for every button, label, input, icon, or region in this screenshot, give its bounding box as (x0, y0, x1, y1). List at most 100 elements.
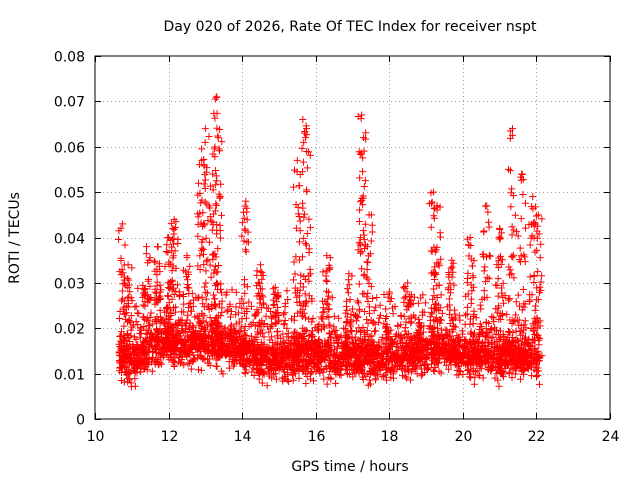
data-point (520, 321, 528, 329)
data-point (296, 286, 304, 294)
data-point (254, 355, 262, 363)
data-point (169, 240, 177, 248)
data-point (175, 337, 183, 345)
data-point (256, 329, 264, 337)
data-point (240, 360, 248, 368)
data-point (194, 366, 202, 374)
data-point (305, 315, 313, 323)
data-point (467, 299, 475, 307)
data-point (218, 336, 226, 344)
data-point (469, 262, 477, 270)
data-point (209, 338, 217, 346)
data-point (257, 261, 265, 269)
data-point (398, 338, 406, 346)
data-point (484, 208, 492, 216)
data-point (392, 342, 400, 350)
data-point (194, 179, 202, 187)
data-point (385, 288, 393, 296)
data-point (215, 261, 223, 269)
data-point (521, 224, 529, 232)
data-point (175, 288, 183, 296)
data-point (289, 353, 297, 361)
data-point (346, 320, 354, 328)
data-point (358, 111, 366, 119)
data-point (535, 341, 543, 349)
data-point (326, 329, 334, 337)
data-point (134, 284, 142, 292)
data-point (280, 368, 288, 376)
data-point (302, 134, 310, 142)
data-point (347, 351, 355, 359)
data-point (449, 315, 457, 323)
data-point (194, 213, 202, 221)
data-point (505, 165, 513, 173)
data-point (118, 287, 126, 295)
data-point (278, 344, 286, 352)
data-point (499, 311, 507, 319)
data-point (303, 125, 311, 133)
data-point (262, 346, 270, 354)
data-point (403, 288, 411, 296)
data-point (467, 281, 475, 289)
data-point (538, 352, 546, 360)
data-point (360, 358, 368, 366)
data-point (174, 338, 182, 346)
data-point (197, 353, 205, 361)
data-point (260, 333, 268, 341)
data-point (521, 199, 529, 207)
data-point (531, 357, 539, 365)
data-point (355, 337, 363, 345)
data-point (362, 372, 370, 380)
data-point (169, 304, 177, 312)
data-point (303, 164, 311, 172)
data-point (312, 368, 320, 376)
data-point (249, 364, 257, 372)
data-point (394, 362, 402, 370)
data-point (462, 311, 470, 319)
data-point (267, 308, 275, 316)
data-point (300, 272, 308, 280)
data-point (346, 359, 354, 367)
data-point (222, 349, 230, 357)
data-point (299, 329, 307, 337)
data-point (183, 316, 191, 324)
data-point (400, 294, 408, 302)
data-point (358, 265, 366, 273)
data-point (427, 247, 435, 255)
data-point (357, 344, 365, 352)
data-point (302, 239, 310, 247)
data-point (408, 333, 416, 341)
data-point (119, 220, 127, 228)
data-point (319, 304, 327, 312)
data-point (116, 332, 124, 340)
grid-lines (95, 56, 610, 419)
data-point (534, 296, 542, 304)
data-point (354, 112, 362, 120)
data-point (508, 223, 516, 231)
data-point (406, 296, 414, 304)
data-point (485, 251, 493, 259)
data-point (196, 189, 204, 197)
data-point (118, 328, 126, 336)
data-point (531, 345, 539, 353)
data-point (329, 357, 337, 365)
data-point (363, 316, 371, 324)
data-point (316, 343, 324, 351)
data-point (356, 206, 364, 214)
data-point (242, 197, 250, 205)
data-point (341, 325, 349, 333)
data-point (299, 158, 307, 166)
data-point (213, 221, 221, 229)
data-point (438, 309, 446, 317)
data-point (139, 343, 147, 351)
data-point (388, 340, 396, 348)
data-point (211, 181, 219, 189)
data-point (157, 329, 165, 337)
data-point (496, 334, 504, 342)
data-point (156, 292, 164, 300)
data-point (273, 298, 281, 306)
data-point (115, 236, 123, 244)
data-point (284, 295, 292, 303)
data-point (205, 332, 213, 340)
data-point (199, 245, 207, 253)
